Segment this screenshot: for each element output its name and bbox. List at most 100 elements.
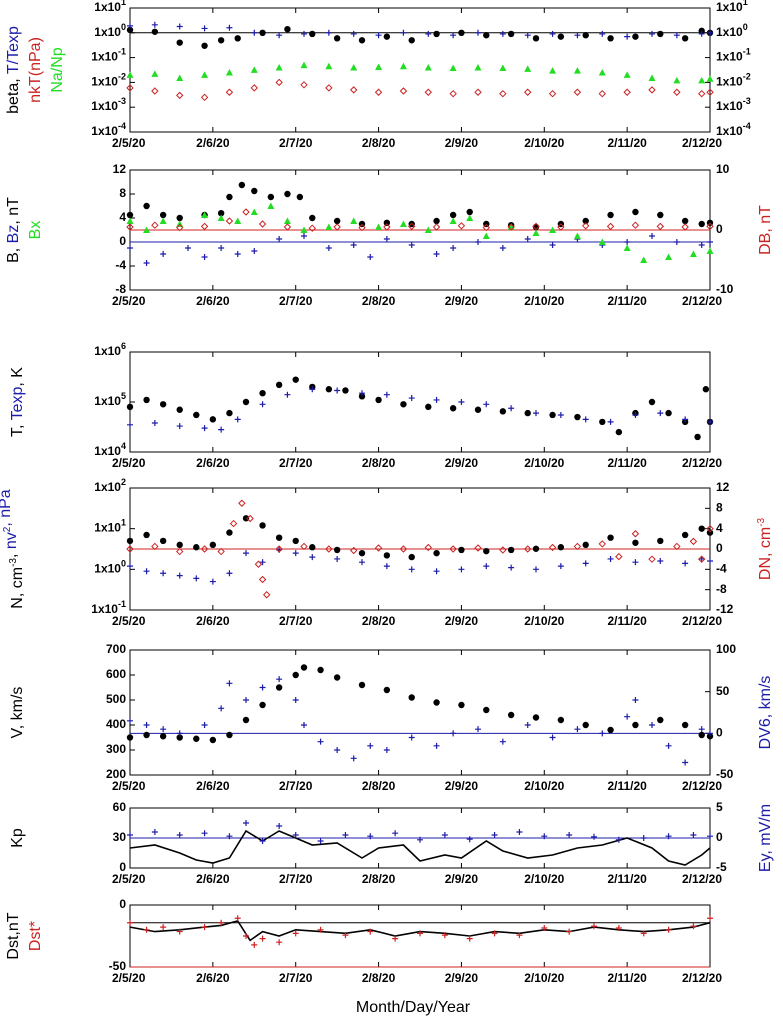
data-point [225, 88, 234, 96]
data-point [573, 88, 582, 96]
data-point [524, 722, 531, 728]
x-tick-label: 2/6/20 [196, 456, 230, 470]
data-point [574, 726, 581, 733]
x-tick-label: 2/6/20 [196, 136, 230, 150]
x-tick-label: 2/7/20 [279, 872, 313, 886]
series-black [126, 515, 714, 561]
data-point [143, 568, 150, 575]
data-point [623, 88, 631, 96]
data-point [425, 403, 432, 411]
data-point [632, 208, 639, 216]
x-tick-label: 2/12/20 [682, 779, 722, 793]
data-point [673, 76, 681, 84]
panel-dst: 2/5/20 2/6/20 2/7/20 2/8/20 2/9/20 2/10/20 2/1… [5, 897, 722, 985]
y-tick-label: 8 [119, 186, 126, 200]
series-black [129, 829, 711, 866]
data-point [424, 543, 432, 552]
data-point [234, 915, 241, 922]
data-point [359, 559, 365, 566]
data-point [624, 239, 631, 245]
data-point [607, 555, 614, 562]
data-point [665, 742, 672, 749]
data-point [300, 542, 308, 551]
data-point [317, 666, 324, 674]
data-point [466, 208, 473, 216]
data-point [333, 546, 341, 554]
data-point [234, 416, 241, 423]
data-point [283, 217, 291, 224]
data-point [292, 671, 299, 679]
data-point [433, 549, 440, 557]
data-point [598, 90, 606, 98]
data-point [441, 832, 448, 838]
data-point [292, 550, 299, 557]
data-point [573, 232, 581, 239]
data-point [176, 572, 183, 579]
data-point [334, 555, 341, 562]
data-point [458, 399, 465, 405]
data-point [127, 22, 133, 29]
data-point [317, 926, 324, 933]
data-point [475, 726, 481, 733]
data-point [238, 499, 246, 507]
y2-tick-label: -8 [716, 582, 727, 596]
y-tick-label: 200 [106, 767, 126, 781]
data-point [342, 832, 349, 838]
data-point [275, 684, 283, 691]
data-point [682, 759, 689, 766]
data-point [201, 722, 208, 728]
series-green [126, 61, 714, 84]
data-point [225, 69, 233, 76]
x-tick-label: 2/11/20 [607, 456, 647, 470]
data-point [549, 242, 556, 248]
data-point [450, 245, 457, 251]
data-point [524, 32, 531, 39]
data-point [383, 686, 391, 694]
y2-axis-label: DB, nT [757, 205, 774, 255]
y-tick-label: -8 [115, 282, 126, 296]
data-point [548, 90, 557, 98]
y-tick-label: 600 [106, 667, 126, 681]
data-point [383, 219, 391, 226]
data-point [665, 409, 672, 417]
y2-tick-label: 1x10-2 [716, 72, 751, 89]
x-tick-label: 2/12/20 [682, 971, 722, 985]
data-point [707, 558, 713, 565]
data-point [292, 832, 299, 838]
series-line [129, 829, 711, 866]
y-tick-label: 1x101 [94, 518, 126, 535]
data-point [698, 726, 705, 733]
data-point [127, 421, 133, 428]
data-point [383, 391, 390, 398]
data-point [226, 24, 233, 31]
data-point [292, 376, 299, 383]
y-tick-label: 4 [119, 210, 126, 224]
data-point [582, 721, 589, 729]
series-blue [127, 386, 713, 433]
x-tick-label: 2/10/20 [524, 136, 564, 150]
data-point [243, 933, 249, 939]
data-point [176, 423, 183, 430]
data-point [665, 253, 673, 260]
data-point [606, 222, 615, 231]
data-point [631, 530, 640, 538]
data-point [466, 836, 473, 843]
y-tick-label: 1x100 [94, 22, 126, 39]
x-tick-label: 2/9/20 [445, 294, 479, 308]
data-point [226, 193, 233, 201]
data-point [350, 63, 358, 71]
data-point [126, 545, 134, 553]
data-point [441, 932, 448, 939]
data-point [225, 217, 234, 225]
data-point [176, 730, 183, 737]
data-point [325, 386, 333, 393]
data-point [151, 420, 158, 427]
data-point [151, 221, 159, 229]
data-point [151, 70, 159, 77]
data-point [698, 555, 705, 562]
x-tick-label: 2/5/20 [112, 779, 146, 793]
data-point [325, 545, 333, 553]
x-tick-label: 2/6/20 [196, 614, 230, 628]
data-point [574, 413, 581, 421]
data-point [557, 411, 564, 418]
